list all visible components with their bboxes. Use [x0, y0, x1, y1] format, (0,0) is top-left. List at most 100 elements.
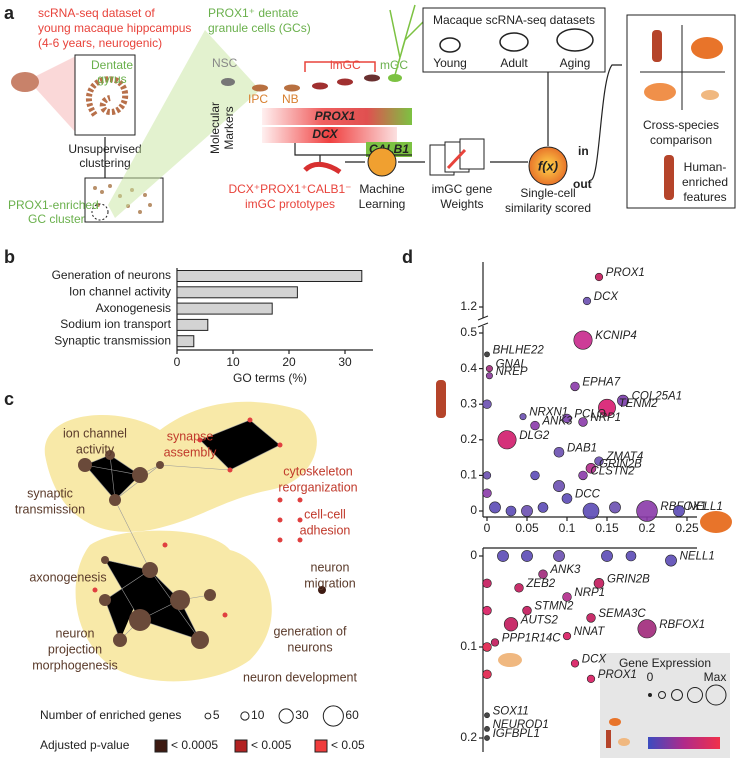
stage: NB [282, 92, 299, 106]
gene-label: ANK3 [549, 564, 581, 576]
network-label: reorganization [278, 480, 357, 494]
size-label: 10 [251, 708, 265, 722]
size-key [240, 711, 250, 721]
panel-c [44, 401, 326, 682]
gene-label: DCX [582, 653, 608, 665]
text: (4-6 years, neurogenic) [38, 36, 162, 50]
x-tick-label: 0.2 [639, 521, 656, 535]
network-label: synaptic [27, 486, 73, 500]
gene-label: PPP1R14C [502, 632, 562, 644]
zoom-cone [108, 30, 260, 218]
gene-label: BHLHE22 [493, 344, 545, 356]
prototype-icon [303, 161, 342, 175]
category-label: Axonogenesis [96, 301, 171, 315]
point [562, 592, 572, 602]
text: Cross-species [643, 118, 719, 132]
point [521, 550, 533, 562]
point [484, 726, 490, 732]
network-label: activity [76, 442, 115, 456]
network-label: cell-cell [304, 507, 346, 521]
text: f(x) [538, 158, 558, 173]
monkey-icons [439, 28, 594, 53]
bar [176, 318, 209, 331]
point [482, 605, 492, 616]
point [514, 583, 524, 593]
text: young macaque hippcampus [38, 21, 191, 35]
stage: IPC [248, 92, 268, 106]
monkey-icon [700, 511, 732, 533]
network-label: adhesion [300, 523, 351, 537]
network-label: synapse [167, 429, 214, 443]
point [578, 470, 588, 481]
bar [176, 270, 363, 282]
text: gyrus [97, 72, 126, 86]
zoom-cone [28, 55, 78, 135]
stage: NSC [212, 56, 238, 70]
marker: DCX [312, 127, 338, 141]
cell-lineage [221, 4, 431, 92]
text: PROX1⁺ dentate [208, 6, 299, 20]
point [538, 569, 548, 579]
panel-label: c [4, 389, 14, 409]
text: features [683, 190, 726, 204]
gene-label: DCX [594, 291, 620, 303]
y-tick-label: 0 [470, 503, 477, 517]
point [636, 500, 658, 522]
point [482, 669, 492, 679]
point [482, 471, 492, 480]
x-tick-label: 0.1 [559, 521, 576, 535]
point [489, 501, 501, 514]
point [497, 430, 517, 450]
text: Young [433, 56, 467, 70]
point [482, 578, 492, 588]
gene-label: DAB1 [567, 442, 597, 454]
point [490, 638, 500, 647]
gene-label: NELL1 [688, 501, 723, 513]
text: comparison [650, 133, 712, 147]
text: scRNA-seq dataset of [38, 6, 155, 20]
monkey-icon [11, 72, 39, 92]
network-nodes [78, 450, 326, 649]
x-tick-label: 0.15 [595, 521, 619, 535]
gene-label: IGFBPL1 [493, 728, 540, 740]
point [561, 493, 573, 504]
marker-bar [262, 108, 412, 125]
gene-label: COL25A1 [632, 391, 683, 403]
gene-label: AUTS2 [520, 614, 559, 626]
text: similarity scored [505, 201, 591, 215]
gene-label: DLG2 [519, 430, 550, 442]
panel-a: scRNA-seq dataset of young macaque hippc… [8, 4, 736, 226]
text: out [573, 177, 592, 191]
gene-label: ANK3 [541, 416, 573, 428]
panel-label: a [4, 3, 15, 23]
point [617, 394, 629, 407]
bracket [304, 61, 376, 72]
network-label: axonogenesis [29, 570, 106, 584]
point [484, 351, 490, 358]
point [625, 550, 637, 562]
pvalue-label: < 0.05 [331, 738, 365, 752]
text: Dentate [91, 58, 133, 72]
point [609, 501, 621, 514]
gc-cluster [91, 203, 109, 221]
point [570, 659, 580, 668]
point [553, 550, 565, 562]
network-label: neurons [287, 640, 332, 654]
ml-icon [367, 147, 397, 177]
gene-label: NRXN1 [529, 407, 568, 419]
gene-label: SEMA3C [598, 608, 646, 620]
gene-label: NRP1 [574, 587, 605, 599]
point [562, 413, 572, 424]
network-label: generation of [274, 624, 348, 638]
network-label: neuron development [243, 670, 357, 684]
text: granule cells (GCs) [208, 21, 311, 35]
x-tick-label: 0.05 [515, 521, 539, 535]
gene-label: CLSTN2 [590, 465, 635, 477]
category-label: Synaptic transmission [54, 333, 171, 347]
text: Human- [684, 160, 727, 174]
size-key [322, 705, 344, 727]
y-tick-label: 1.2 [460, 299, 477, 313]
point [482, 488, 492, 498]
text: imGC gene [432, 182, 493, 196]
text: Single-cell [520, 186, 575, 200]
